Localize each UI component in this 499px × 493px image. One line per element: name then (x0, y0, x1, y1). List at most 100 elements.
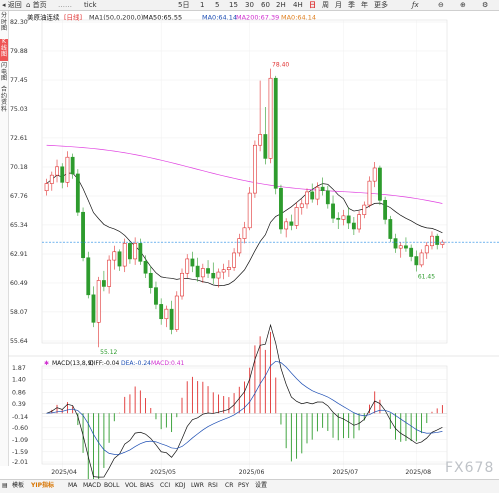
indicator-bar: ▤ 模板 YIP指标 MA MACD BOLL VOL BIAS CCI KDJ… (0, 479, 499, 493)
price-tick-label: 58.07 (10, 309, 28, 316)
period-month[interactable]: 月 (335, 1, 342, 9)
date-tick-label: 2025/04 (51, 469, 77, 476)
candle-body (424, 245, 429, 254)
period-4h[interactable]: 4H (293, 1, 303, 9)
indicator-macd[interactable]: MACD (83, 482, 101, 489)
candle-body (289, 221, 294, 226)
candle-body (174, 295, 179, 330)
period-day[interactable]: 日 (309, 1, 316, 9)
candle-body (377, 167, 382, 201)
period-5day[interactable]: 5日 (178, 1, 190, 9)
macd-diff-line (46, 323, 443, 478)
indicator-yip[interactable]: YIP指标 (31, 482, 54, 489)
indicator-lwr[interactable]: LWR (191, 482, 204, 489)
candle-body (232, 252, 236, 268)
candle-body (107, 259, 112, 287)
macd-tick-label: -2.01 (12, 459, 28, 466)
period-5[interactable]: 5 (215, 1, 220, 9)
candle-body (346, 215, 351, 224)
period-1[interactable]: 1 (200, 1, 205, 9)
sidebar-item-timeshare[interactable]: 分时图 (0, 12, 7, 32)
indicator-vol[interactable]: VOL (125, 482, 138, 489)
candle-body (159, 304, 164, 320)
indicator-rsi[interactable]: RSI (208, 482, 218, 489)
candle-body (383, 199, 388, 220)
indicator-ma[interactable]: MA (68, 482, 78, 489)
candle-body (133, 243, 138, 260)
candle-body (430, 235, 434, 247)
indicator-bias[interactable]: BIAS (140, 482, 154, 489)
watermark: FX678 (445, 460, 495, 476)
ma200-line (46, 144, 443, 204)
candle-body (273, 77, 278, 189)
price-tick-label: 75.03 (10, 106, 28, 113)
indicator-cr[interactable]: CR (225, 482, 234, 489)
period-60[interactable]: 60 (261, 1, 270, 9)
candle-body (263, 134, 268, 159)
more-button[interactable]: 更多 (374, 1, 388, 9)
candle-body (414, 256, 419, 266)
macd-dot-icon: ✱ (44, 360, 49, 367)
candle-body (279, 188, 283, 230)
macd-tick-label: 0.86 (12, 390, 26, 397)
back-label: 返回 (7, 1, 22, 9)
candle-body (206, 268, 210, 274)
candle-body (44, 183, 49, 192)
candle-body (122, 243, 127, 267)
candle-body (284, 221, 289, 230)
sidebar-item-flash[interactable]: 闪电图 (0, 62, 7, 82)
candle-body (148, 272, 153, 288)
ma0-label-a: MA0:64.14 (202, 14, 237, 22)
period-tick[interactable]: tick (84, 1, 97, 9)
ma0-label-b: MA0:64.14 (281, 14, 316, 22)
macd-tick-label: 1.40 (12, 377, 26, 384)
candle-body (305, 191, 309, 205)
indicator-kdj[interactable]: KDJ (175, 482, 186, 489)
period-15[interactable]: 15 (229, 1, 238, 9)
zoom-in-icon[interactable]: ⊕ (460, 1, 466, 9)
sidebar-item-kline[interactable]: K线图 (0, 38, 8, 61)
indicator-psy[interactable]: PSY (238, 482, 250, 489)
settings-icon[interactable]: ⚙ (482, 1, 489, 9)
candle-body (393, 238, 398, 249)
price-tick-label: 77.45 (10, 77, 28, 84)
price-tick-label: 55.64 (10, 338, 28, 345)
fx-icon[interactable]: ƒx (412, 1, 419, 9)
macd-tick-label: -1.09 (12, 437, 28, 444)
sidebar-item-contract[interactable]: 合约资料 (0, 86, 7, 113)
candle-body (65, 156, 70, 183)
candle-body (320, 186, 325, 192)
macd-tick-label: 0.39 (12, 401, 26, 408)
candle-body (315, 186, 320, 200)
candle-body (169, 308, 174, 330)
candle-body (221, 269, 226, 273)
moving-averages (46, 144, 443, 287)
indicator-template[interactable]: 模板 (12, 482, 25, 489)
indicator-cci[interactable]: CCI (160, 482, 171, 489)
macd-diff-label: DIFF:-0.04 (89, 360, 120, 367)
indicator-boll[interactable]: BOLL (104, 482, 120, 489)
candle-body (96, 280, 101, 323)
home-button[interactable]: ⌂ 首页 (26, 1, 47, 9)
macd-title: MACD(13,8,9) (52, 360, 94, 367)
period-week[interactable]: 周 (322, 1, 329, 9)
candle-body (299, 203, 304, 208)
period-2h[interactable]: 2H (276, 1, 286, 9)
back-button[interactable]: ◂ 返回 (2, 1, 22, 9)
candle-body (112, 251, 117, 261)
macd-tick-label: 1.87 (12, 365, 26, 372)
candle-body (404, 245, 408, 249)
candle-body (419, 252, 424, 266)
template-icon[interactable]: ▤ (2, 482, 8, 489)
period-year[interactable]: 年 (361, 1, 368, 9)
date-tick-label: 2025/06 (239, 469, 265, 476)
candle-body (60, 166, 65, 183)
macd-tick-label: -0.60 (12, 425, 28, 432)
ma50-line (46, 172, 443, 287)
indicator-settings[interactable]: 设置 (255, 482, 268, 489)
toolbar-ellipsis: …… (58, 1, 72, 9)
zoom-out-icon[interactable]: ⊖ (438, 1, 444, 9)
price-tick-label: 79.88 (10, 48, 28, 55)
period-30[interactable]: 30 (245, 1, 254, 9)
period-quarter[interactable]: 季 (348, 1, 355, 9)
